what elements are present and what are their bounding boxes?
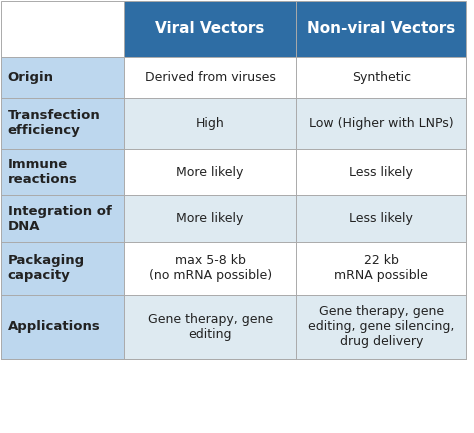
Text: Integration of
DNA: Integration of DNA — [8, 205, 111, 233]
Bar — [124, 57, 296, 98]
Bar — [124, 149, 296, 195]
Bar — [0, 149, 124, 195]
Text: Applications: Applications — [8, 320, 100, 333]
Bar — [296, 242, 466, 294]
Text: Immune
reactions: Immune reactions — [8, 158, 78, 186]
Bar — [124, 242, 296, 294]
Bar — [296, 195, 466, 242]
Bar — [124, 294, 296, 359]
Text: High: High — [196, 117, 225, 130]
Text: Viral Vectors: Viral Vectors — [155, 21, 265, 36]
Text: Gene therapy, gene
editing: Gene therapy, gene editing — [147, 313, 273, 341]
Text: 22 kb
mRNA possible: 22 kb mRNA possible — [334, 254, 428, 282]
Text: More likely: More likely — [176, 212, 244, 225]
Bar — [296, 149, 466, 195]
Text: Low (Higher with LNPs): Low (Higher with LNPs) — [309, 117, 454, 130]
Bar — [296, 1, 466, 57]
Text: Less likely: Less likely — [349, 165, 413, 178]
Bar — [0, 98, 124, 149]
Text: Non-viral Vectors: Non-viral Vectors — [307, 21, 456, 36]
Text: Derived from viruses: Derived from viruses — [145, 71, 275, 84]
Bar — [0, 195, 124, 242]
Bar — [124, 195, 296, 242]
Bar — [124, 1, 296, 57]
Bar — [296, 57, 466, 98]
Bar — [296, 98, 466, 149]
Bar — [0, 242, 124, 294]
Text: More likely: More likely — [176, 165, 244, 178]
Text: Origin: Origin — [8, 71, 54, 84]
Text: Synthetic: Synthetic — [352, 71, 411, 84]
Bar — [0, 1, 466, 359]
Text: Less likely: Less likely — [349, 212, 413, 225]
Text: Packaging
capacity: Packaging capacity — [8, 254, 85, 282]
Text: Gene therapy, gene
editing, gene silencing,
drug delivery: Gene therapy, gene editing, gene silenci… — [308, 305, 455, 348]
Bar — [124, 98, 296, 149]
Bar — [0, 57, 124, 98]
Text: max 5-8 kb
(no mRNA possible): max 5-8 kb (no mRNA possible) — [149, 254, 272, 282]
Bar — [296, 294, 466, 359]
Text: Transfection
efficiency: Transfection efficiency — [8, 109, 100, 137]
Bar — [0, 1, 124, 57]
Bar — [0, 294, 124, 359]
